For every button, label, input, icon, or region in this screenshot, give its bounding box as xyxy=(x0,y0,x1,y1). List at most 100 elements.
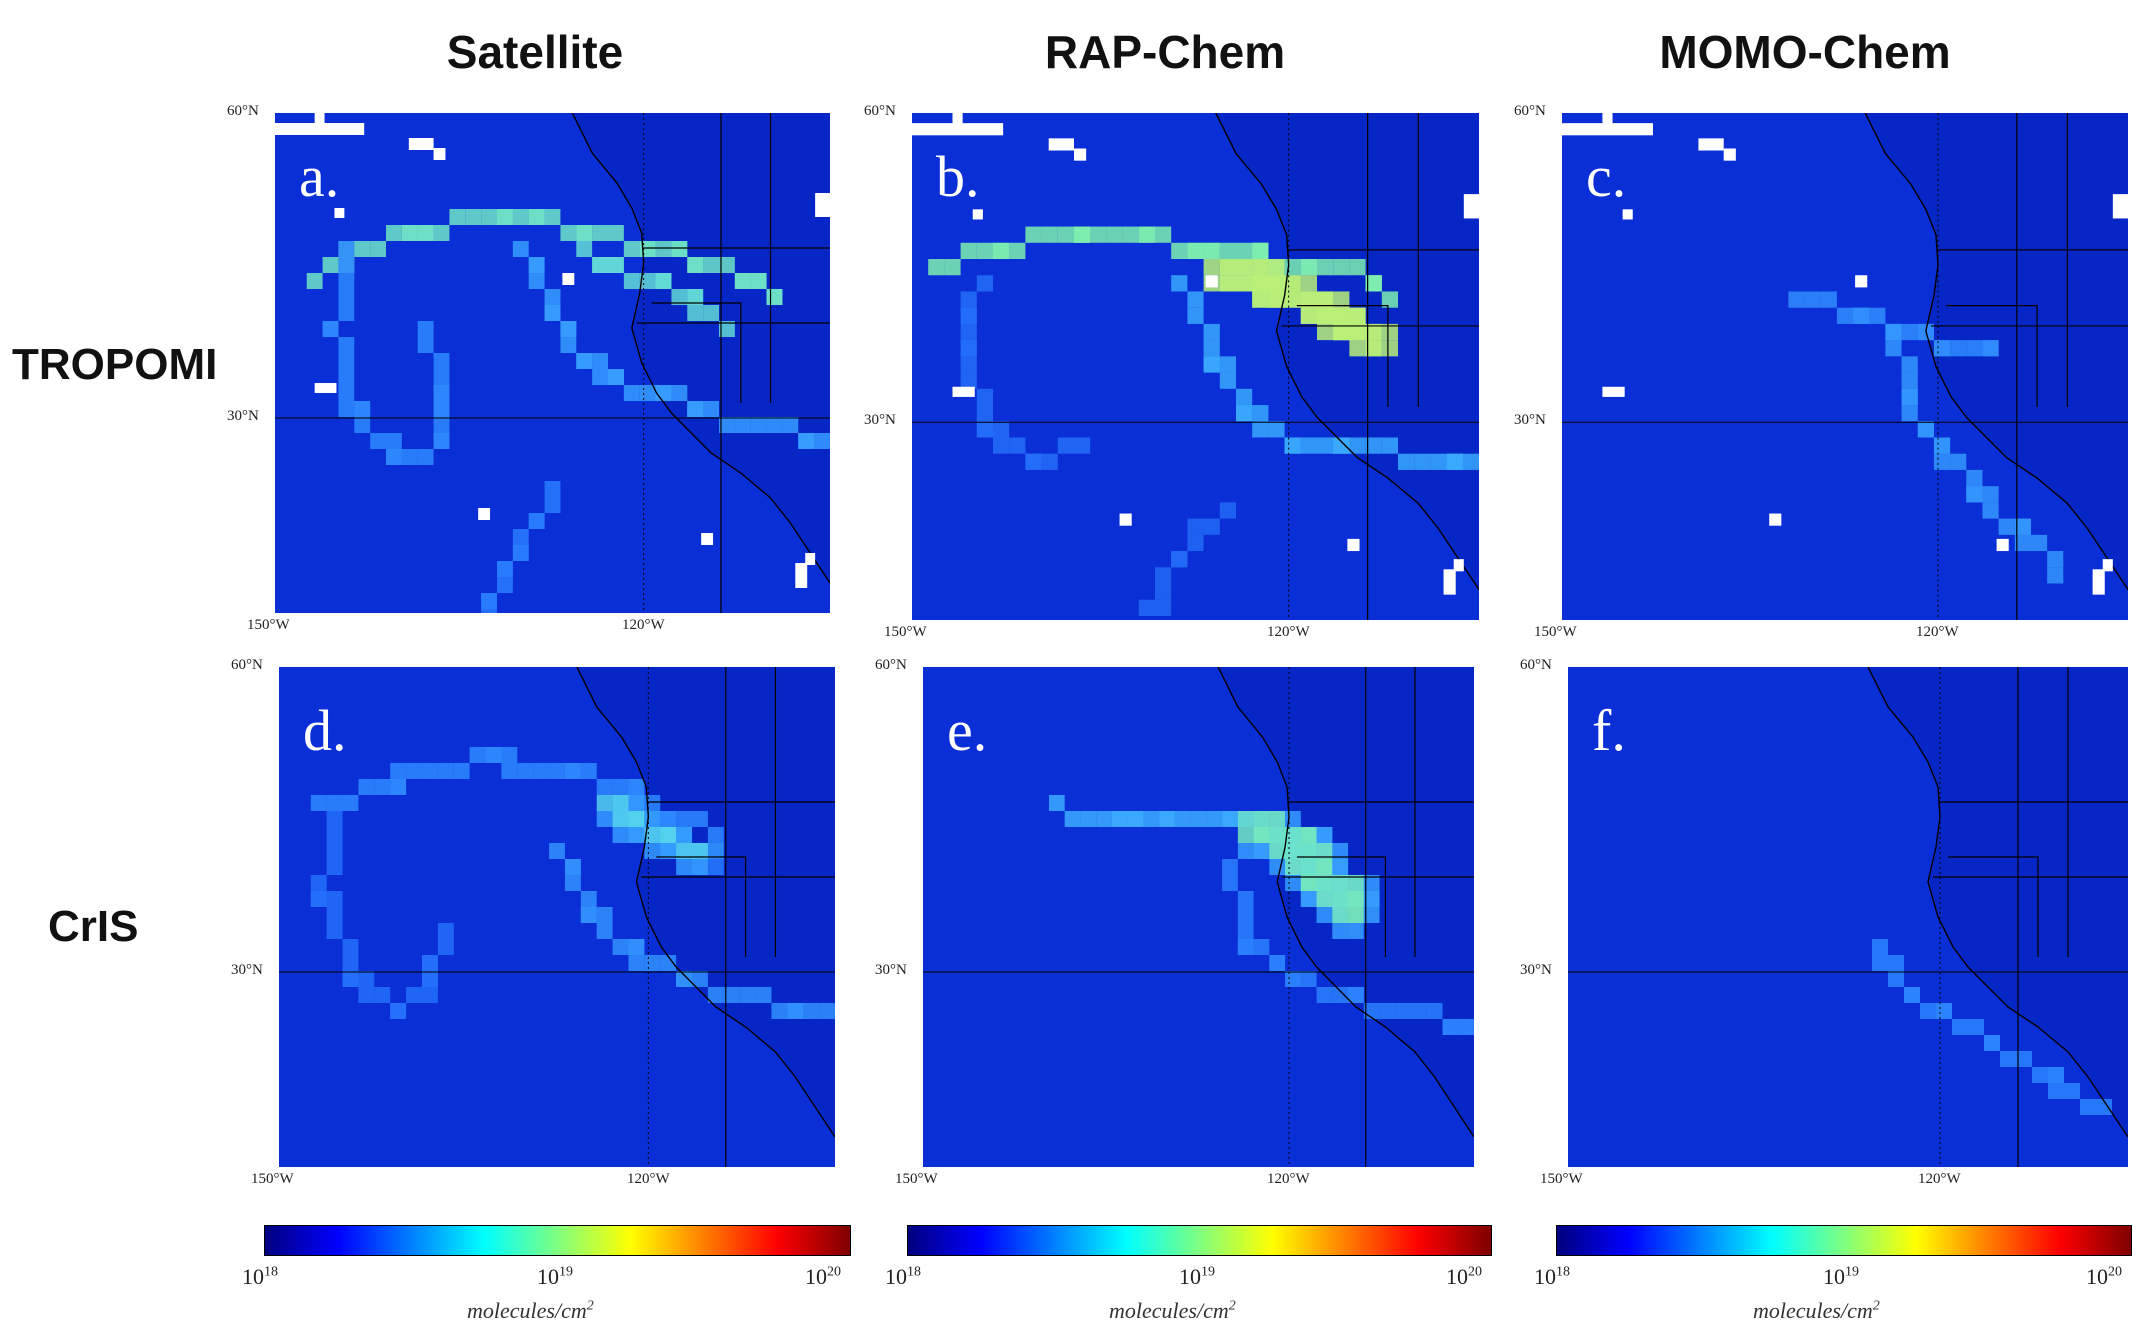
plume-cell xyxy=(628,811,645,827)
plume-cell xyxy=(1904,987,1920,1003)
map-panel-b: b. xyxy=(912,113,1479,620)
plume-cell xyxy=(623,385,640,401)
plume-cell xyxy=(596,779,613,795)
map-svg xyxy=(912,113,1479,620)
plume-cell xyxy=(1171,551,1188,568)
missing-data-cell xyxy=(1443,569,1456,595)
plume-cell xyxy=(1901,323,1918,341)
plume-cell xyxy=(528,273,545,289)
plume-cell xyxy=(1901,405,1918,422)
missing-data-cell xyxy=(1769,513,1782,526)
plume-cell xyxy=(1411,1003,1427,1019)
plume-cell xyxy=(1080,811,1097,827)
colorbar-tick-mid: 1019 xyxy=(1823,1264,1859,1289)
plume-cell xyxy=(592,257,608,273)
panel-letter: c. xyxy=(1586,144,1627,209)
lat-tick-top: 60°N xyxy=(231,657,263,673)
plume-cell xyxy=(1984,1035,2000,1051)
plume-cell xyxy=(1901,372,1918,389)
map-svg xyxy=(275,113,830,613)
plume-cell xyxy=(1950,453,1967,470)
plume-cell xyxy=(592,225,608,241)
plume-cell xyxy=(437,923,454,939)
plume-cell xyxy=(692,811,708,827)
plume-cell xyxy=(1317,307,1334,324)
colorbar-1 xyxy=(264,1225,851,1256)
missing-data-cell xyxy=(1562,123,1653,136)
plume-cell xyxy=(401,449,418,465)
column-title-rap-chem: RAP-Chem xyxy=(1044,26,1286,78)
plume-cell xyxy=(2080,1099,2096,1115)
plume-cell xyxy=(1203,242,1220,260)
plume-1 xyxy=(310,811,454,1019)
plume-cell xyxy=(1968,1019,1984,1035)
plume-cell xyxy=(1057,226,1074,243)
plume-cell xyxy=(1155,599,1172,616)
plume-cell xyxy=(2064,1083,2080,1099)
plume-cell xyxy=(1009,437,1026,454)
plume-cell xyxy=(993,421,1010,438)
plume-cell xyxy=(433,385,450,401)
plume-cell xyxy=(960,307,977,324)
plume-cell xyxy=(1237,923,1254,939)
plume-cell xyxy=(1237,827,1254,843)
missing-data-cell xyxy=(314,113,325,127)
lat-tick-mid: 30°N xyxy=(864,412,896,428)
plume-cell xyxy=(1219,372,1236,389)
plume-cell xyxy=(766,289,783,305)
plume-cell xyxy=(1998,518,2015,535)
plume-cell xyxy=(1885,323,1902,341)
plume-cell xyxy=(1219,242,1236,260)
plume-cell xyxy=(1236,388,1253,406)
plume-cell xyxy=(993,242,1010,260)
plume-cell xyxy=(707,859,724,875)
plume-cell xyxy=(1333,259,1350,276)
plume-cell xyxy=(2048,1067,2064,1083)
plume-cell xyxy=(1430,453,1447,470)
plume-cell xyxy=(338,369,355,385)
plume-cell xyxy=(1836,307,1854,324)
lat-tick-mid: 30°N xyxy=(875,962,907,978)
plume-cell xyxy=(386,433,402,449)
plume-cell xyxy=(707,843,724,859)
plume-cell xyxy=(1122,226,1139,243)
plume-cell xyxy=(1269,859,1286,875)
plume-cell xyxy=(960,356,977,373)
missing-data-cell xyxy=(1463,194,1479,219)
plume-cell xyxy=(512,241,529,257)
plume-cell xyxy=(533,763,550,779)
plume-cell xyxy=(787,1003,804,1019)
plume-3 xyxy=(1171,275,1479,470)
plume-cell xyxy=(676,843,693,859)
plume-cell xyxy=(1025,226,1042,243)
plume-cell xyxy=(406,987,422,1003)
plume-cell xyxy=(671,289,688,305)
plume-cell xyxy=(322,321,339,337)
plume-cell xyxy=(976,242,993,260)
plume-cell xyxy=(707,827,724,843)
colorbar-tick-max: 1020 xyxy=(2086,1264,2122,1289)
plume-cell xyxy=(1442,1019,1459,1035)
plume-4 xyxy=(1138,502,1236,616)
plume-cell xyxy=(687,305,704,321)
plume-cell xyxy=(628,779,645,795)
missing-data-cell xyxy=(972,209,983,220)
plume-cell xyxy=(1253,827,1270,843)
plume-1 xyxy=(322,241,450,465)
plume-cell xyxy=(1041,453,1058,470)
land-area xyxy=(572,113,830,613)
plume-cell xyxy=(1888,955,1904,971)
plume-cell xyxy=(1446,453,1463,470)
plume-cell xyxy=(1236,405,1253,422)
colorbar-unit: molecules/cm2 xyxy=(1753,1298,1880,1323)
plume-cell xyxy=(433,417,450,433)
plume-cell xyxy=(1074,437,1091,454)
plume-cell xyxy=(1933,437,1951,454)
plume-cell xyxy=(370,241,386,257)
plume-cell xyxy=(481,593,497,609)
plume-cell xyxy=(449,209,466,225)
lat-tick-top: 60°N xyxy=(1520,657,1552,673)
plume-cell xyxy=(1982,340,1999,357)
plume-cell xyxy=(960,372,977,389)
